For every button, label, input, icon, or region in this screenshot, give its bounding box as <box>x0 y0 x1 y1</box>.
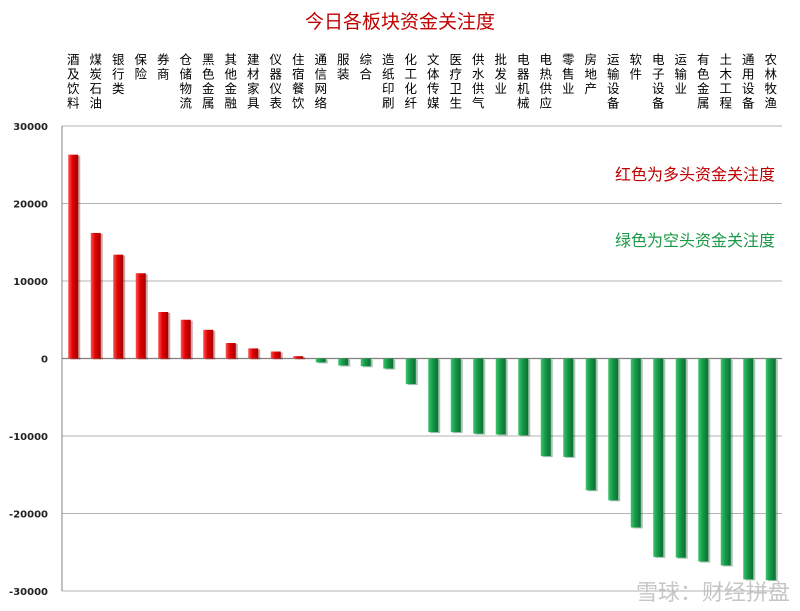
bar <box>338 358 349 366</box>
bar <box>428 358 439 433</box>
category-label: 有色金属 <box>697 52 710 111</box>
bar <box>68 154 79 359</box>
category-labels: 酒及饮料煤炭石油银行类保险券商仓储物流黑色金属其他金融建材家具仪器仪表住宿餐饮通… <box>67 52 778 111</box>
category-label: 房地产 <box>584 52 597 96</box>
category-label: 通用设备 <box>742 52 755 111</box>
category-label: 酒及饮料 <box>67 52 80 111</box>
bar <box>180 319 191 359</box>
chart-title: 今日各板块资金关注度 <box>305 11 495 33</box>
category-label: 医疗卫生 <box>449 52 462 111</box>
category-label: 造纸印刷 <box>382 52 395 111</box>
bar <box>765 358 776 581</box>
bar <box>248 348 259 359</box>
y-tick-label: -10000 <box>9 432 48 443</box>
category-label: 化工化纤 <box>404 52 417 111</box>
watermark-text: 雪球：财经拼盘 <box>636 581 790 606</box>
bar <box>720 358 731 566</box>
bar <box>653 358 664 557</box>
bar <box>585 358 596 491</box>
bar <box>495 358 506 435</box>
category-label: 仪器仪表 <box>269 52 282 111</box>
bar <box>540 358 551 457</box>
legend-green-annotation: 绿色为空头资金关注度 <box>615 231 775 250</box>
category-label: 券商 <box>157 52 170 82</box>
y-tick-label: -30000 <box>9 587 48 598</box>
bar <box>158 312 169 359</box>
category-label: 农林牧渔 <box>764 52 777 111</box>
category-label: 服装 <box>337 52 350 82</box>
bar <box>383 358 394 369</box>
category-label: 仓储物流 <box>179 52 192 111</box>
bar <box>675 358 686 558</box>
bars <box>68 154 778 582</box>
category-label: 运输设备 <box>607 52 620 111</box>
category-label: 土木工程 <box>719 52 732 111</box>
legend-red-annotation: 红色为多头资金关注度 <box>615 165 775 184</box>
bar <box>113 254 124 359</box>
category-label: 电热供应 <box>539 52 552 111</box>
bar <box>225 343 236 359</box>
bar <box>203 329 214 359</box>
bar <box>518 358 529 436</box>
y-tick-label: 30000 <box>13 122 48 133</box>
category-label: 银行类 <box>112 52 125 96</box>
category-label: 电器机械 <box>517 52 530 111</box>
bar <box>608 358 619 501</box>
y-axis: 30000 20000 10000 0 -10000 -20000 -30000 <box>9 122 63 598</box>
bar <box>360 358 371 367</box>
category-label: 保险 <box>134 52 147 82</box>
category-label: 电子设备 <box>652 52 665 111</box>
category-label: 通信网络 <box>314 52 327 111</box>
category-label: 住宿餐饮 <box>292 52 305 111</box>
bar <box>563 358 574 457</box>
bar <box>135 273 146 359</box>
y-tick-label: 0 <box>41 355 48 366</box>
category-label: 软件 <box>629 52 642 82</box>
bar <box>270 351 281 359</box>
bar <box>293 356 304 359</box>
bar <box>630 358 641 528</box>
category-label: 运输业 <box>674 52 687 96</box>
y-tick-label: -20000 <box>9 510 48 521</box>
category-label: 黑色金属 <box>202 52 215 111</box>
y-tick-label: 20000 <box>13 200 48 211</box>
category-label: 煤炭石油 <box>89 52 102 111</box>
category-label: 批发业 <box>494 52 507 96</box>
bar <box>90 232 101 359</box>
category-label: 文体传媒 <box>427 52 440 111</box>
category-label: 建材家具 <box>247 52 260 111</box>
category-label: 零售业 <box>562 52 575 96</box>
bar <box>315 358 326 363</box>
bar <box>743 358 754 580</box>
bar <box>405 358 416 385</box>
category-label: 其他金融 <box>224 52 237 111</box>
bar <box>450 358 461 433</box>
bar <box>473 358 484 434</box>
bar <box>698 358 709 562</box>
category-label: 供水供气 <box>472 52 485 111</box>
category-label: 综合 <box>359 52 372 82</box>
y-tick-label: 10000 <box>13 277 48 288</box>
